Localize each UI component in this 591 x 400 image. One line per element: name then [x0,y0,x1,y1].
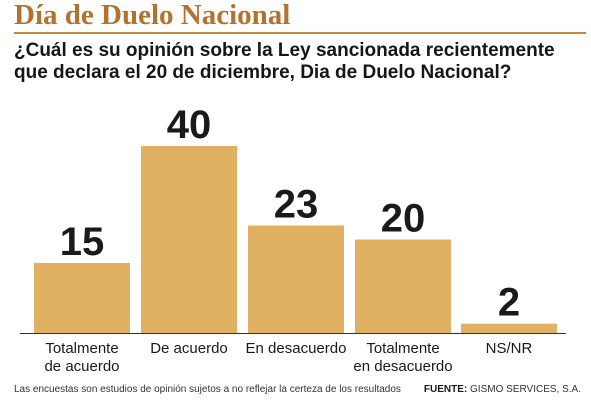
bar-1 [34,262,130,333]
source-value: GISMO SERVICES, S.A. [470,384,581,395]
bar-4 [355,239,451,333]
category-label-1: Totalmente de acuerdo [44,340,119,375]
bar-5 [461,323,557,333]
category-label-4: Totalmente en desacuerdo [353,340,452,375]
value-label-5: 2 [498,281,520,325]
footer-source: FUENTE: GISMO SERVICES, S.A. [424,384,581,396]
value-label-4: 20 [381,197,426,241]
value-label-2: 40 [167,103,212,147]
chart-title: Día de Duelo Nacional [14,0,291,31]
source-label: FUENTE: [423,384,468,395]
value-label-1: 15 [60,220,105,264]
category-label-2: De acuerdo [150,340,228,357]
category-label-3: En desacuerdo [246,340,347,357]
footer-note: Las encuestas son estudios de opinión su… [14,384,401,395]
survey-question: ¿Cuál es su opinión sobre la Ley sancion… [14,40,555,83]
bar-3 [248,225,344,333]
value-label-3: 23 [274,182,319,226]
bar-2 [141,146,237,333]
bar-chart: 15 Totalmente de acuerdo 40 De acuerdo 23 En d… [20,103,566,375]
category-label-5: NS/NR [486,340,533,357]
title-divider [14,32,586,34]
